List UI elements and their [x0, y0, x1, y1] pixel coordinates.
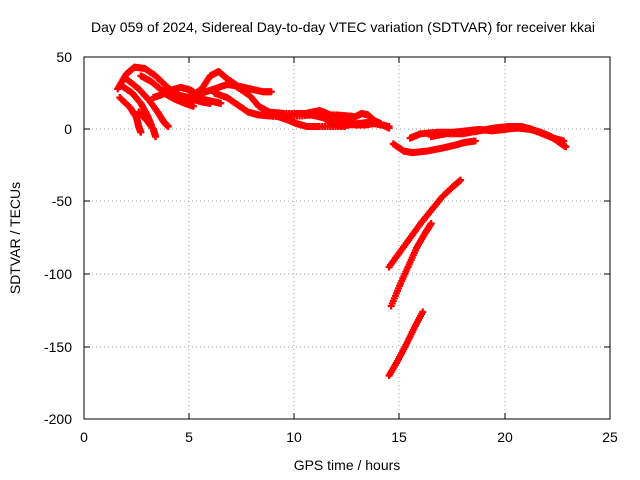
y-tick-marks	[84, 56, 610, 420]
data-point	[267, 88, 275, 96]
data-point	[471, 137, 479, 145]
x-tick-label: 0	[80, 429, 88, 445]
series-layer	[114, 63, 570, 380]
y-axis-label: SDTVAR / TECUs	[7, 182, 23, 294]
y-tick-label: 0	[64, 121, 72, 137]
plot-frame	[83, 56, 611, 420]
data-point	[189, 102, 197, 110]
data-point	[457, 176, 465, 184]
data-point	[560, 137, 568, 145]
series-track	[116, 94, 145, 136]
series-track	[389, 137, 479, 157]
x-tick-label: 20	[497, 429, 513, 445]
x-tick-label: 25	[602, 429, 618, 445]
chart-title: Day 059 of 2024, Sidereal Day-to-day VTE…	[91, 19, 595, 35]
y-tick-labels: 50 0 -50 -100 -150 -200	[44, 49, 72, 427]
data-point	[152, 133, 160, 141]
y-tick-label: -150	[44, 339, 72, 355]
x-axis-label: GPS time / hours	[294, 457, 401, 473]
series-track	[385, 308, 427, 380]
series-track	[385, 176, 465, 271]
x-tick-marks	[83, 57, 611, 419]
data-point	[137, 128, 145, 136]
series-track	[122, 75, 172, 131]
series-track	[337, 109, 385, 128]
x-tick-label: 15	[391, 429, 407, 445]
data-point	[377, 120, 385, 128]
grid	[84, 57, 610, 419]
y-tick-label: -50	[52, 193, 72, 209]
data-point	[419, 308, 427, 316]
data-point	[562, 143, 570, 151]
x-tick-labels: 0 5 10 15 20 25	[80, 429, 618, 445]
x-tick-label: 10	[286, 429, 302, 445]
series-track	[135, 108, 160, 141]
x-tick-label: 5	[185, 429, 193, 445]
y-tick-label: -200	[44, 411, 72, 427]
data-point	[164, 123, 172, 131]
y-tick-label: -100	[44, 266, 72, 282]
data-point	[427, 220, 435, 228]
data-point	[385, 123, 393, 131]
series-track	[387, 220, 435, 310]
y-tick-label: 50	[56, 49, 72, 65]
series-track	[427, 123, 568, 145]
data-point	[217, 99, 225, 107]
